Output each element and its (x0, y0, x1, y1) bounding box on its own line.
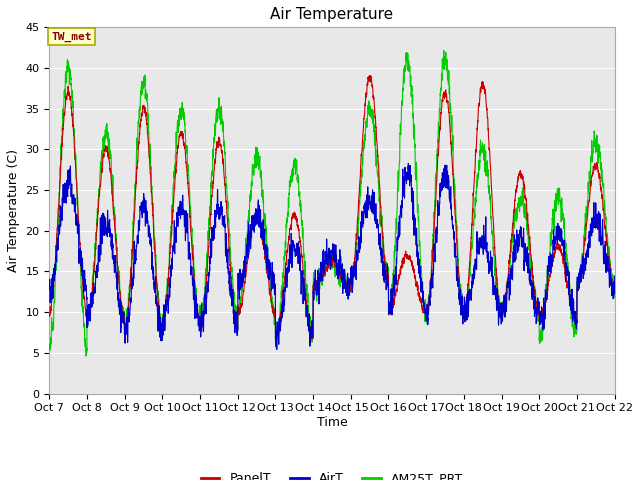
AirT (428, 276, 435, 281)
AirT (273, 347, 280, 352)
X-axis label: Time: Time (317, 416, 348, 429)
PanelT (491, 249, 499, 254)
AirT (610, 291, 618, 297)
AirT (459, 321, 467, 327)
Line: AM25T_PRT: AM25T_PRT (49, 50, 614, 356)
PanelT (45, 313, 53, 319)
PanelT (459, 307, 467, 312)
AM25T_PRT (45, 346, 53, 351)
PanelT (147, 179, 155, 185)
PanelT (611, 281, 618, 287)
Line: PanelT: PanelT (49, 75, 614, 339)
AM25T_PRT (428, 263, 435, 268)
PanelT (308, 336, 316, 342)
Title: Air Temperature: Air Temperature (270, 7, 394, 22)
AM25T_PRT (610, 288, 618, 294)
AM25T_PRT (311, 284, 319, 289)
PanelT (428, 267, 435, 273)
AM25T_PRT (491, 266, 499, 272)
AM25T_PRT (83, 353, 90, 359)
Legend: PanelT, AirT, AM25T_PRT: PanelT, AirT, AM25T_PRT (196, 467, 468, 480)
AirT (404, 161, 412, 167)
AM25T_PRT (440, 48, 447, 53)
AM25T_PRT (459, 307, 467, 313)
AirT (491, 287, 499, 293)
AM25T_PRT (147, 166, 155, 171)
AirT (45, 286, 53, 292)
AirT (147, 239, 155, 244)
PanelT (610, 280, 618, 286)
PanelT (365, 72, 373, 78)
AM25T_PRT (611, 294, 618, 300)
AirT (611, 274, 618, 280)
PanelT (311, 281, 319, 287)
Line: AirT: AirT (49, 164, 614, 349)
Text: TW_met: TW_met (51, 32, 92, 42)
AirT (311, 280, 319, 286)
Y-axis label: Air Temperature (C): Air Temperature (C) (7, 149, 20, 272)
